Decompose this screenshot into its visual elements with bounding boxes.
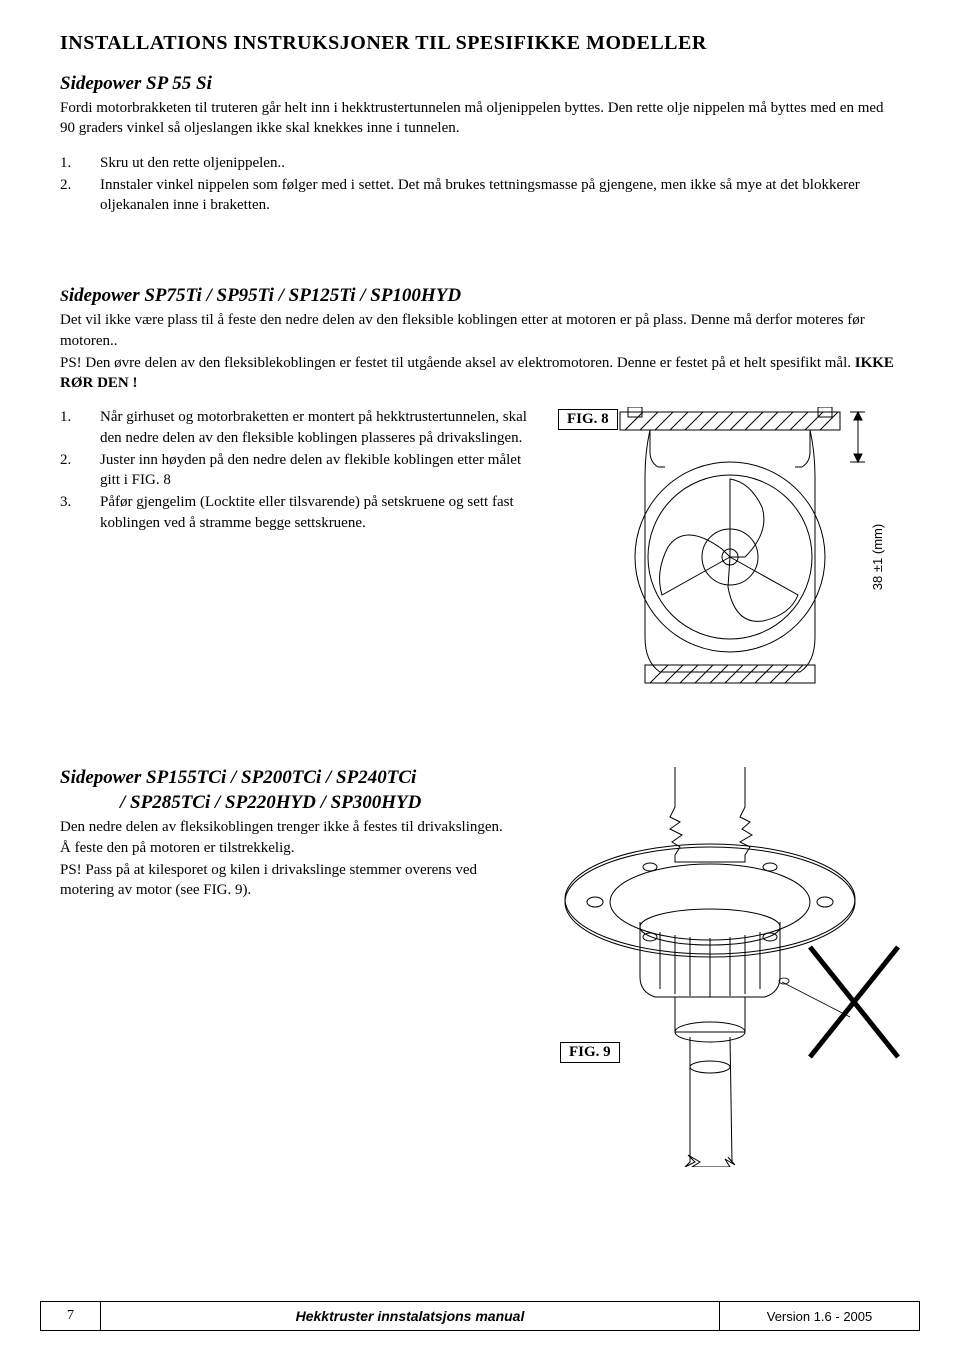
list-text: Når girhuset og motorbraketten er monter… bbox=[100, 407, 540, 448]
figure-8: FIG. 8 bbox=[550, 407, 900, 697]
list-item: 1. Når girhuset og motorbraketten er mon… bbox=[60, 407, 540, 448]
section1-intro: Fordi motorbrakketen til truteren går he… bbox=[60, 98, 900, 139]
list-text: Juster inn høyden på den nedre delen av … bbox=[100, 450, 540, 491]
list-item: 1. Skru ut den rette oljenippelen.. bbox=[60, 153, 900, 173]
section2-ps-text: PS! Den øvre delen av den fleksiblekobli… bbox=[60, 355, 855, 371]
fig9-label: FIG. 9 bbox=[560, 1042, 620, 1063]
fig8-dimension-label: 38 ±1 (mm) bbox=[870, 524, 885, 590]
fig8-drawing: 38 ±1 (mm) bbox=[550, 407, 900, 697]
section3-heading-line2: / SP285TCi / SP220HYD / SP300HYD bbox=[120, 792, 510, 814]
list-number: 3. bbox=[60, 492, 100, 533]
list-number: 2. bbox=[60, 175, 100, 216]
section3-heading-line1: Sidepower SP155TCi / SP200TCi / SP240TCi bbox=[60, 767, 510, 789]
list-text: Innstaler vinkel nippelen som følger med… bbox=[100, 175, 900, 216]
section3-ps: PS! Pass på at kilesporet og kilen i dri… bbox=[60, 860, 510, 901]
section1-list: 1. Skru ut den rette oljenippelen.. 2. I… bbox=[60, 153, 900, 216]
section-sp75ti: SSidepower SP75Ti / SP95Ti / SP125Ti / S… bbox=[60, 285, 900, 697]
section2-list: 1. Når girhuset og motorbraketten er mon… bbox=[60, 407, 540, 533]
section1-heading: Sidepower SP 55 Si bbox=[60, 73, 900, 95]
footer-version: Version 1.6 - 2005 bbox=[719, 1302, 919, 1330]
page-title: INSTALLATIONS INSTRUKSJONER TIL SPESIFIK… bbox=[60, 32, 900, 55]
section3-intro: Den nedre delen av fleksikoblingen treng… bbox=[60, 817, 510, 858]
list-text: Påfør gjengelim (Locktite eller tilsvare… bbox=[100, 492, 540, 533]
list-text: Skru ut den rette oljenippelen.. bbox=[100, 153, 900, 173]
list-number: 1. bbox=[60, 407, 100, 448]
fig9-drawing bbox=[520, 767, 900, 1167]
footer-page-number: 7 bbox=[41, 1302, 101, 1330]
section-sp55si: Sidepower SP 55 Si Fordi motorbrakketen … bbox=[60, 73, 900, 215]
section2-heading: SSidepower SP75Ti / SP95Ti / SP125Ti / S… bbox=[60, 285, 900, 307]
list-number: 1. bbox=[60, 153, 100, 173]
section2-ps: PS! Den øvre delen av den fleksiblekobli… bbox=[60, 353, 900, 394]
list-item: 2. Juster inn høyden på den nedre delen … bbox=[60, 450, 540, 491]
page-footer: 7 Hekktruster innstalatsjons manual Vers… bbox=[40, 1301, 920, 1331]
list-item: 2. Innstaler vinkel nippelen som følger … bbox=[60, 175, 900, 216]
list-item: 3. Påfør gjengelim (Locktite eller tilsv… bbox=[60, 492, 540, 533]
footer-manual-title: Hekktruster innstalatsjons manual bbox=[101, 1308, 719, 1324]
fig8-label: FIG. 8 bbox=[558, 409, 618, 430]
section-sp155tci: Sidepower SP155TCi / SP200TCi / SP240TCi… bbox=[60, 767, 900, 1167]
list-number: 2. bbox=[60, 450, 100, 491]
figure-9: FIG. 9 bbox=[520, 767, 900, 1167]
section2-intro: Det vil ikke være plass til å feste den … bbox=[60, 310, 900, 351]
